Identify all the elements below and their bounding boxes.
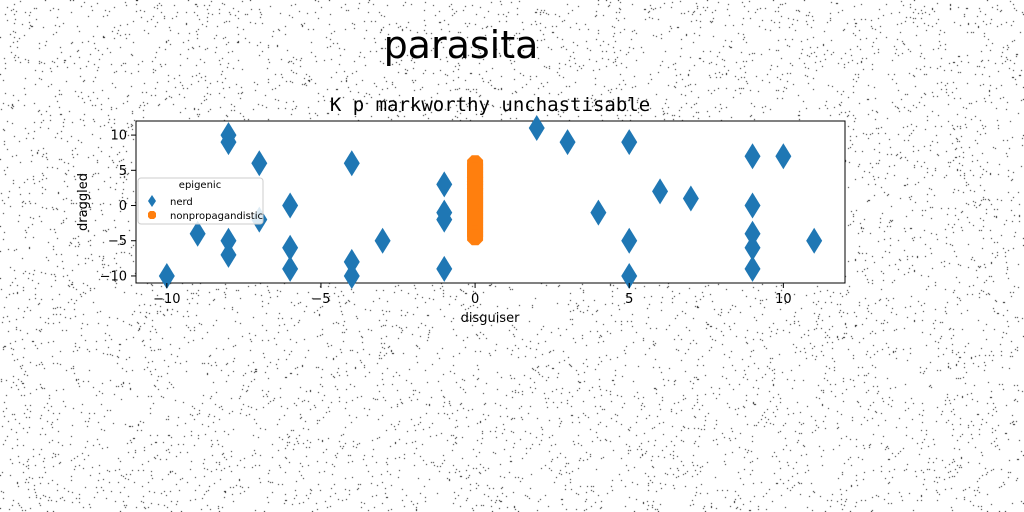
point-nerd [374, 227, 391, 254]
point-nerd [220, 241, 237, 268]
point-nerd [251, 150, 268, 177]
legend-marker-nonpropagandistic [148, 211, 156, 219]
point-nerd [775, 143, 792, 170]
point-nerd [436, 255, 453, 282]
point-nerd [806, 227, 823, 254]
figure-suptitle: parasita [384, 23, 539, 67]
point-nerd [621, 227, 638, 254]
point-nerd [189, 220, 206, 247]
data-marks [158, 115, 823, 289]
point-nerd [343, 248, 360, 275]
point-nerd [744, 255, 761, 282]
chart-title: K p markworthy unchastisable [330, 94, 650, 116]
legend-label-nerd: nerd [170, 197, 193, 208]
point-nonpropagandistic [467, 229, 484, 246]
point-nerd [220, 227, 237, 254]
point-nerd [559, 129, 576, 156]
point-nerd [744, 143, 761, 170]
y-tick-label: 5 [119, 164, 127, 179]
point-nerd [282, 255, 299, 282]
x-axis-label: disguiser [461, 311, 521, 326]
y-tick-label: 10 [110, 129, 127, 144]
point-nerd [528, 115, 545, 142]
legend-marker-nerd [148, 195, 156, 207]
x-tick-label: 5 [625, 292, 633, 307]
point-nerd [282, 234, 299, 261]
point-nerd [436, 206, 453, 233]
legend-label-nonpropagandistic: nonpropagandistic [170, 211, 263, 222]
point-nerd [158, 262, 175, 289]
point-nerd [621, 129, 638, 156]
legend-title: epigenic [179, 180, 221, 191]
y-tick-label: 0 [119, 199, 127, 214]
point-nerd [652, 178, 669, 205]
x-tick-label: −5 [311, 292, 330, 307]
point-nerd [744, 220, 761, 247]
point-nerd [744, 234, 761, 261]
x-tick-label: 10 [775, 292, 792, 307]
point-nerd [682, 185, 699, 212]
point-nerd [590, 199, 607, 226]
point-nerd [282, 192, 299, 219]
x-tick-label: −10 [153, 292, 180, 307]
point-nerd [220, 129, 237, 156]
point-nerd [436, 171, 453, 198]
point-nerd [343, 150, 360, 177]
legend-frame [137, 177, 264, 225]
point-nerd [744, 192, 761, 219]
y-tick-label: −10 [100, 269, 127, 284]
y-axis-label: draggled [76, 173, 91, 231]
x-axis-ticks: −10 −5 0 5 10 [153, 283, 792, 307]
plot-area: −10 −5 0 5 10 −10 −5 0 5 10 [100, 115, 846, 307]
legend: epigenic nerd nonpropagandistic [137, 177, 264, 225]
point-nerd [343, 262, 360, 289]
point-nerd [621, 262, 638, 289]
x-tick-label: 0 [471, 292, 479, 307]
y-axis-ticks: −10 −5 0 5 10 [100, 129, 136, 284]
y-tick-label: −5 [108, 234, 127, 249]
